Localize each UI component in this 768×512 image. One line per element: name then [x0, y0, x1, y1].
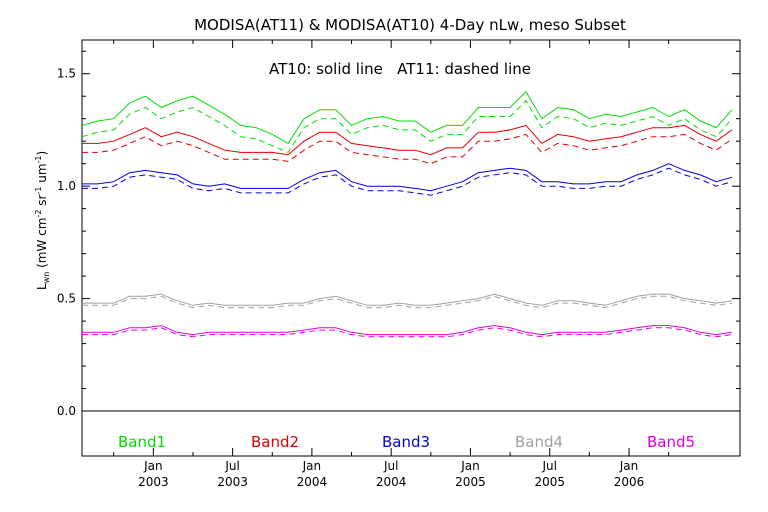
y-label-exp2: -1 — [34, 187, 43, 195]
x-tick-year: 2003 — [217, 475, 248, 489]
x-tick-year: 2005 — [534, 475, 565, 489]
x-tick-month: Jan — [619, 459, 639, 473]
band4-at11-line — [82, 295, 733, 309]
band5-at10-line — [82, 325, 733, 336]
x-tick-month: Jan — [302, 459, 322, 473]
band5-at11-line — [82, 327, 733, 338]
x-tick-year: 2005 — [455, 475, 486, 489]
legend-band3: Band3 — [382, 433, 430, 451]
y-label-mid2: um — [35, 163, 49, 186]
x-tick-month: Jul — [383, 459, 398, 473]
x-tick-month: Jan — [460, 459, 480, 473]
band3-at11-line — [82, 167, 733, 196]
x-tick-month: Jan — [143, 459, 163, 473]
legend-band2: Band2 — [251, 433, 299, 451]
band1-at11-line — [81, 99, 733, 154]
x-tick-year: 2003 — [138, 475, 169, 489]
legend-band4: Band4 — [515, 433, 563, 451]
y-tick-label: 1.0 — [57, 179, 76, 193]
legend-band5: Band5 — [647, 433, 695, 451]
plot-area — [81, 39, 741, 457]
band4-at10-line — [82, 293, 733, 306]
plot-frame — [81, 39, 741, 457]
y-label-rest: (mW cm — [35, 218, 49, 272]
line-style-annotation: AT10: solid line AT11: dashed line — [269, 60, 531, 78]
x-tick-year: 2004 — [297, 475, 328, 489]
y-label-exp3: -1 — [34, 155, 43, 163]
x-tick-year: 2006 — [614, 475, 645, 489]
band3-at10-line — [82, 163, 733, 192]
x-tick-month: Jul — [541, 459, 556, 473]
y-label-mid1: sr — [35, 194, 49, 209]
y-label-end: ) — [35, 151, 49, 156]
band2-at10-line — [82, 124, 733, 156]
y-label-sub: wn — [42, 272, 51, 284]
band1-at10-line — [81, 90, 733, 145]
y-axis-ticks: 0.0 0.5 1.0 1.5 — [57, 50, 740, 418]
band2-at11-line — [82, 133, 733, 165]
y-label-main: L — [35, 283, 49, 290]
chart-title: MODISA(AT11) & MODISA(AT10) 4-Day nLw, m… — [194, 16, 626, 34]
series-layer — [81, 90, 733, 338]
y-tick-label: 0.0 — [57, 404, 76, 418]
y-axis-label: Lwn (mW cm-2 sr-1 um-1) — [34, 151, 51, 290]
y-tick-label: 1.5 — [57, 67, 76, 81]
x-tick-month: Jul — [224, 459, 239, 473]
y-label-exp1: -2 — [34, 210, 43, 218]
legend-band1: Band1 — [118, 433, 166, 451]
x-tick-year: 2004 — [376, 475, 407, 489]
x-axis-ticks: Jan 2003 Jul 2003 Jan 2004 Jul 2004 Jan 2005 Jul 20… — [113, 40, 670, 489]
legend: Band1 Band2 Band3 Band4 Band5 — [118, 433, 695, 451]
y-tick-label: 0.5 — [57, 292, 76, 306]
